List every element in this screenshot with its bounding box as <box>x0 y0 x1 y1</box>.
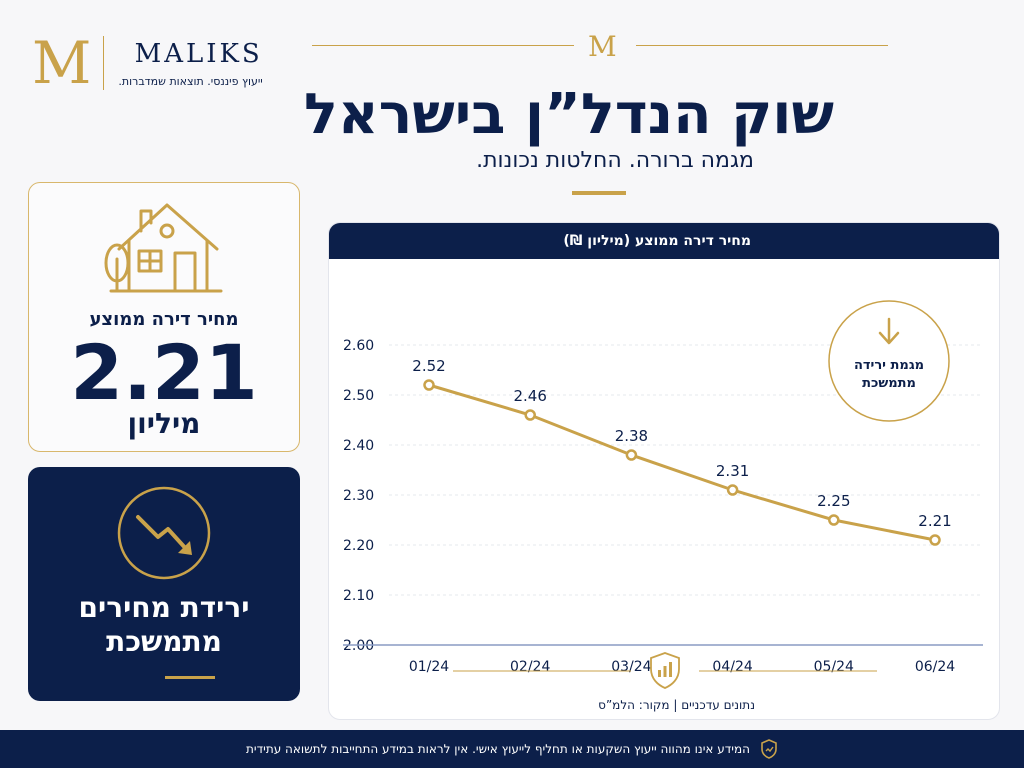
price-drop-line1: ירידת מחירים <box>78 591 250 624</box>
data-label: 2.25 <box>817 492 850 510</box>
brand-tagline: ייעוץ פיננסי. תוצאות שמדברות. <box>118 74 263 88</box>
top-monogram: M <box>588 30 617 63</box>
logo-divider <box>103 36 105 90</box>
y-tick-label: 2.40 <box>343 438 374 454</box>
page-subtitle: מגמה ברורה. החלטות נכונות. <box>476 148 754 173</box>
shield-chart-icon <box>650 652 680 689</box>
arrow-down-head <box>878 331 900 345</box>
data-label: 2.38 <box>615 427 648 445</box>
logo-text: MALIKS ייעוץ פיננסי. תוצאות שמדברות. <box>118 39 262 88</box>
brand-name: MALIKS <box>134 38 263 69</box>
data-point <box>726 484 739 496</box>
data-point <box>625 449 638 461</box>
house-icon <box>104 203 223 293</box>
data-point <box>828 514 840 526</box>
price-drop-underline <box>165 676 215 679</box>
chart-source: נתונים עדכניים | מקור: הלמ”ס <box>598 698 755 712</box>
data-point <box>423 379 435 391</box>
data-label: 2.46 <box>513 387 546 405</box>
top-rule-left <box>312 45 574 46</box>
average-price-card: מחיר דירה ממוצע 2.21 מיליון <box>28 182 300 452</box>
data-label: 2.52 <box>412 357 445 375</box>
brand-logo: M MALIKS ייעוץ פיננסי. תוצאות שמדברות. <box>32 34 263 92</box>
y-tick-label: 2.30 <box>343 488 374 504</box>
shield-icon <box>760 739 778 759</box>
shield-bar-3 <box>669 662 672 677</box>
price-label: מחיר דירה ממוצע <box>89 309 239 330</box>
price-drop-line2: מתמשכת <box>106 624 222 658</box>
price-unit: מיליון <box>127 407 201 440</box>
y-tick-label: 2.60 <box>343 338 374 354</box>
trend-down-icon <box>117 486 211 580</box>
y-tick-label: 2.50 <box>343 388 374 404</box>
data-label: 2.21 <box>918 512 951 530</box>
trend-annotation-circle <box>828 300 950 422</box>
y-tick-label: 2.20 <box>343 538 374 554</box>
annotation-line1: מגמת ירידה <box>854 358 924 373</box>
x-tick-label: 04/24 <box>712 659 752 675</box>
price-drop-text: ירידת מחירים מתמשכת <box>28 591 300 658</box>
series-line <box>428 383 936 542</box>
logo-initial: M <box>32 29 92 97</box>
x-tick-label: 02/24 <box>510 659 550 675</box>
x-tick-label: 03/24 <box>611 659 651 675</box>
footer-disclaimer: המידע אינו מהווה ייעוץ השקעות או תחליף ל… <box>246 742 750 756</box>
price-chart-card: מחיר דירה ממוצע (מיליון ₪) 2.00 2.10 2.20 2… <box>328 222 1000 720</box>
chart-title: מחיר דירה ממוצע (מיליון ₪) <box>329 223 999 259</box>
data-point <box>929 534 941 546</box>
title-underline <box>572 191 626 195</box>
x-tick-label: 06/24 <box>915 659 955 675</box>
price-value: 2.21 <box>70 328 258 417</box>
line-chart: 2.00 2.10 2.20 2.30 2.40 2.50 2.60 01/24 02/24 03… <box>343 300 983 689</box>
y-tick-label: 2.00 <box>343 638 374 654</box>
data-label: 2.31 <box>716 462 749 480</box>
x-tick-label: 05/24 <box>814 659 854 675</box>
page-title: שוק הנדל”ן בישראל <box>303 82 834 147</box>
annotation-line2: מתמשכת <box>862 376 916 391</box>
data-point <box>524 409 536 421</box>
price-drop-card: ירידת מחירים מתמשכת <box>28 467 300 701</box>
top-rule-right <box>636 45 888 46</box>
footer-disclaimer-bar: המידע אינו מהווה ייעוץ השקעות או תחליף ל… <box>0 730 1024 768</box>
x-tick-label: 01/24 <box>409 659 449 675</box>
shield-bar-1 <box>658 670 661 677</box>
y-tick-label: 2.10 <box>343 588 374 604</box>
shield-bar-2 <box>663 666 667 677</box>
